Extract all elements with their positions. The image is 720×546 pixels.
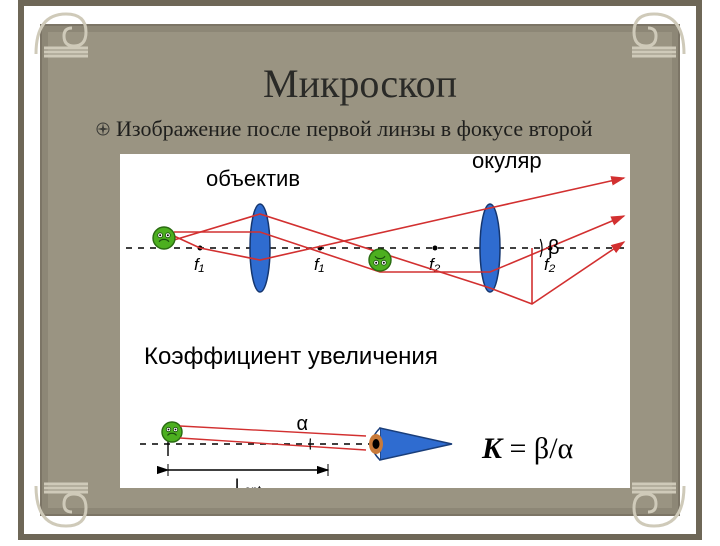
subtitle-row: Изображение после первой линзы в фокусе … — [96, 116, 593, 142]
svg-text:Коэффициент увеличения: Коэффициент увеличения — [144, 343, 438, 370]
svg-text:окуляр: окуляр — [472, 154, 542, 173]
svg-text:f₁: f₁ — [314, 255, 324, 274]
svg-text:f₁: f₁ — [194, 255, 204, 274]
subtitle-text: Изображение после первой линзы в фокусе … — [116, 116, 593, 142]
svg-text:объектив: объектив — [206, 166, 300, 191]
frame-top — [18, 0, 702, 6]
svg-text:α: α — [296, 413, 308, 435]
svg-text:K = β/α: K = β/α — [481, 432, 574, 465]
svg-text:Lopt: Lopt — [235, 475, 262, 488]
optics-diagram: объективокулярf₁f₁f₂f₂βКоэффициент увели… — [120, 154, 630, 488]
svg-text:β: β — [548, 237, 560, 259]
slide-title: Микроскоп — [0, 60, 720, 107]
frame-bottom — [18, 534, 702, 540]
compass-icon — [96, 122, 110, 136]
slide: Микроскоп Изображение после первой линзы… — [0, 0, 720, 540]
